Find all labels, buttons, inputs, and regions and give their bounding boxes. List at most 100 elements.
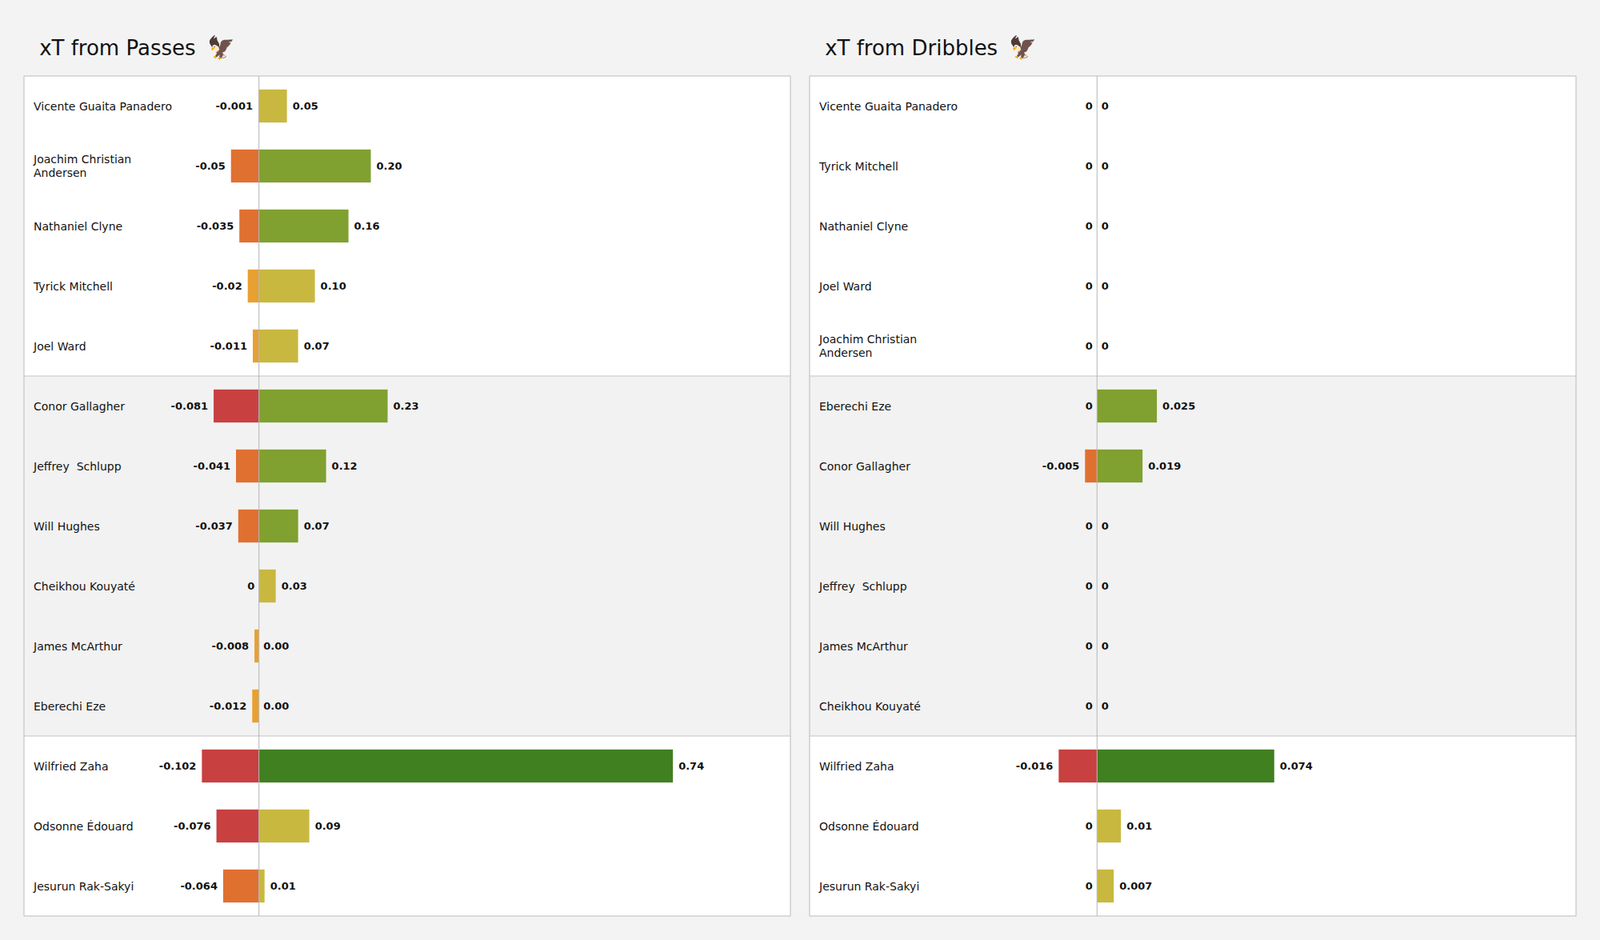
category-label: Conor Gallagher [819,460,911,473]
chart-title: xT from Passes [39,36,196,60]
data-label: 0.00 [263,640,289,652]
section-band [24,616,791,676]
data-label: -0.02 [212,280,242,292]
chart-root: -0.001-0.05-0.035-0.02-0.011-0.081-0.041… [0,0,1600,940]
data-label: 0.07 [304,340,330,352]
category-label: Joachim ChristianAndersen [32,152,132,180]
category-label-line: Jeffrey Schlupp [818,580,908,593]
data-label: 0 [1101,160,1109,172]
panel: -0.001-0.05-0.035-0.02-0.011-0.081-0.041… [24,33,791,916]
section-band [24,496,791,556]
section-band [809,556,1576,616]
category-label-line: Joachim Christian [32,152,132,166]
bar [236,449,260,483]
data-label: 0 [1101,520,1109,532]
bar [259,89,288,123]
plot-background [809,76,1576,916]
category-label: Odsonne Édouard [33,820,134,833]
data-label: 0 [247,580,255,592]
data-label: 0 [1101,340,1109,352]
category-label: Nathaniel Clyne [33,220,123,233]
category-label-line: Will Hughes [33,520,100,533]
data-label: 0.12 [332,460,358,472]
data-label: 0.16 [354,220,380,232]
data-label: -0.011 [209,340,248,352]
category-label-line: Andersen [819,346,873,360]
category-label: Tyrick Mitchell [818,160,899,173]
category-label-line: Cheikhou Kouyaté [33,580,136,593]
data-label: 0.23 [393,400,420,412]
data-label: 0.025 [1162,400,1196,412]
category-label: Conor Gallagher [33,400,125,413]
bar [259,449,327,483]
section-band [24,676,791,736]
data-label: -0.064 [180,880,218,892]
category-labels: Vicente Guaita Panadero Joachim Christian… [32,100,172,893]
bar [213,389,260,423]
plot-background [24,76,791,916]
bar [1096,389,1157,423]
category-label-line: Eberechi Eze [33,700,106,713]
data-label: 0.074 [1280,760,1313,772]
bar [239,209,259,243]
data-label: 0.00 [263,700,289,712]
data-label: 0.03 [281,580,308,592]
data-label: 0.05 [292,100,319,112]
data-label: 0 [1085,220,1093,232]
category-label-line: James McArthur [818,640,908,653]
category-label-line: Conor Gallagher [33,400,125,413]
section-band [24,556,791,616]
bar [1084,449,1097,483]
data-label: -0.005 [1042,460,1080,472]
section-band [809,496,1576,556]
category-label-line: Tyrick Mitchell [32,280,113,293]
category-label: Wilfried Zaha [819,760,894,773]
annotation: 🦅 [1008,33,1037,61]
category-label-line: Vicente Guaita Panadero [33,100,172,113]
section-divider [24,376,791,377]
bar [252,689,259,723]
data-label: 0.20 [376,160,403,172]
category-label: Eberechi Eze [33,700,106,713]
category-label-line: Andersen [33,166,88,180]
bar [259,749,673,783]
category-label: Tyrick Mitchell [32,280,113,293]
category-label-line: Odsonne Édouard [33,820,134,833]
bar [259,809,310,843]
section-divider [809,736,1576,737]
data-label: 0.007 [1119,880,1152,892]
data-label: 0.09 [315,820,341,832]
category-label-line: Jesurun Rak-Sakyi [818,880,920,893]
category-label-line: Cheikhou Kouyaté [819,700,921,713]
section-band [809,436,1576,496]
data-label: 0 [1085,700,1093,712]
category-label: Cheikhou Kouyaté [33,580,136,593]
data-label: 0 [1085,160,1093,172]
bar [259,389,388,423]
data-label: -0.012 [209,700,248,712]
data-label: 0 [1101,700,1109,712]
category-label: James McArthur [818,640,908,653]
bar [1096,749,1275,783]
data-label: 0 [1085,340,1093,352]
category-label: Cheikhou Kouyaté [819,700,921,713]
bar [238,509,260,543]
data-label: -0.008 [212,640,250,652]
data-label: -0.05 [195,160,225,172]
data-label: 0 [1101,280,1109,292]
category-label: James McArthur [32,640,123,653]
category-label-line: Conor Gallagher [819,460,911,473]
category-label-line: Joel Ward [818,280,872,293]
panel: 000000-0.0050000-0.01600000000.0250.0190… [809,33,1576,916]
section-band [809,676,1576,736]
zero-line [1096,76,1098,916]
data-label: 0 [1085,580,1093,592]
bar [1096,869,1114,903]
data-label: 0.10 [320,280,347,292]
data-labels: 000000-0.0050000-0.01600000000.0250.0190… [1016,100,1313,892]
data-labels: -0.001-0.05-0.035-0.02-0.011-0.081-0.041… [159,100,704,892]
data-label: 0 [1085,100,1093,112]
category-label: Will Hughes [819,520,886,533]
category-label: Wilfried Zaha [33,760,108,773]
data-label: 0 [1085,880,1093,892]
